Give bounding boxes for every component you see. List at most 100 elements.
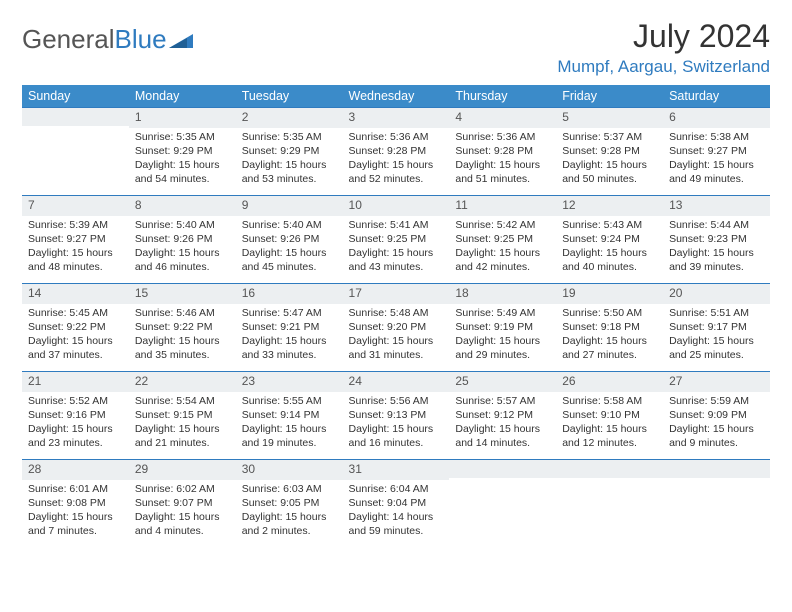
day-number: 20 [663,284,770,304]
title-block: July 2024 Mumpf, Aargau, Switzerland [557,18,770,77]
calendar-day-cell: 24Sunrise: 5:56 AMSunset: 9:13 PMDayligh… [343,372,450,460]
sunset-text: Sunset: 9:27 PM [28,232,123,246]
day-number: 1 [129,108,236,128]
calendar-body: 1Sunrise: 5:35 AMSunset: 9:29 PMDaylight… [22,108,770,548]
sunset-text: Sunset: 9:27 PM [669,144,764,158]
day-number: 23 [236,372,343,392]
sunset-text: Sunset: 9:08 PM [28,496,123,510]
day-number: 5 [556,108,663,128]
calendar-day-cell: 9Sunrise: 5:40 AMSunset: 9:26 PMDaylight… [236,196,343,284]
day-details: Sunrise: 6:01 AMSunset: 9:08 PMDaylight:… [22,480,129,543]
day-details: Sunrise: 5:36 AMSunset: 9:28 PMDaylight:… [449,128,556,191]
day-number: 7 [22,196,129,216]
sunrise-text: Sunrise: 5:35 AM [242,130,337,144]
calendar-day-cell: 27Sunrise: 5:59 AMSunset: 9:09 PMDayligh… [663,372,770,460]
sunset-text: Sunset: 9:28 PM [562,144,657,158]
calendar-day-cell: 15Sunrise: 5:46 AMSunset: 9:22 PMDayligh… [129,284,236,372]
calendar-day-cell: 22Sunrise: 5:54 AMSunset: 9:15 PMDayligh… [129,372,236,460]
daylight-text: Daylight: 15 hours and 52 minutes. [349,158,444,186]
daylight-text: Daylight: 15 hours and 42 minutes. [455,246,550,274]
calendar-week-row: 21Sunrise: 5:52 AMSunset: 9:16 PMDayligh… [22,372,770,460]
calendar-day-cell: 12Sunrise: 5:43 AMSunset: 9:24 PMDayligh… [556,196,663,284]
sunset-text: Sunset: 9:29 PM [242,144,337,158]
daylight-text: Daylight: 15 hours and 7 minutes. [28,510,123,538]
sunset-text: Sunset: 9:29 PM [135,144,230,158]
daylight-text: Daylight: 15 hours and 54 minutes. [135,158,230,186]
weekday-header: Tuesday [236,85,343,108]
daylight-text: Daylight: 15 hours and 48 minutes. [28,246,123,274]
sunrise-text: Sunrise: 6:02 AM [135,482,230,496]
day-number: 9 [236,196,343,216]
sunrise-text: Sunrise: 5:39 AM [28,218,123,232]
daylight-text: Daylight: 15 hours and 25 minutes. [669,334,764,362]
sunrise-text: Sunrise: 5:51 AM [669,306,764,320]
day-details: Sunrise: 5:56 AMSunset: 9:13 PMDaylight:… [343,392,450,455]
sunrise-text: Sunrise: 5:35 AM [135,130,230,144]
calendar-day-cell: 26Sunrise: 5:58 AMSunset: 9:10 PMDayligh… [556,372,663,460]
daylight-text: Daylight: 15 hours and 35 minutes. [135,334,230,362]
sunrise-text: Sunrise: 5:38 AM [669,130,764,144]
calendar-day-cell: 1 Sunrise: 5:35 AMSunset: 9:29 PMDaylight… [129,108,236,196]
daylight-text: Daylight: 15 hours and 14 minutes. [455,422,550,450]
brand-part1: General [22,24,115,55]
calendar-day-cell: 8Sunrise: 5:40 AMSunset: 9:26 PMDaylight… [129,196,236,284]
sunset-text: Sunset: 9:12 PM [455,408,550,422]
day-details: Sunrise: 5:40 AMSunset: 9:26 PMDaylight:… [129,216,236,279]
calendar-day-cell: 25Sunrise: 5:57 AMSunset: 9:12 PMDayligh… [449,372,556,460]
day-details: Sunrise: 5:41 AMSunset: 9:25 PMDaylight:… [343,216,450,279]
sunset-text: Sunset: 9:07 PM [135,496,230,510]
sunset-text: Sunset: 9:21 PM [242,320,337,334]
sunrise-text: Sunrise: 5:42 AM [455,218,550,232]
brand-part2: Blue [115,24,167,55]
day-number: 22 [129,372,236,392]
day-details: Sunrise: 5:55 AMSunset: 9:14 PMDaylight:… [236,392,343,455]
sunrise-text: Sunrise: 5:48 AM [349,306,444,320]
day-details: Sunrise: 5:39 AMSunset: 9:27 PMDaylight:… [22,216,129,279]
day-number: 14 [22,284,129,304]
sunrise-text: Sunrise: 5:55 AM [242,394,337,408]
calendar-day-cell: 28Sunrise: 6:01 AMSunset: 9:08 PMDayligh… [22,460,129,548]
sunset-text: Sunset: 9:13 PM [349,408,444,422]
day-details: Sunrise: 5:49 AMSunset: 9:19 PMDaylight:… [449,304,556,367]
daylight-text: Daylight: 15 hours and 23 minutes. [28,422,123,450]
month-title: July 2024 [557,18,770,55]
daylight-text: Daylight: 15 hours and 50 minutes. [562,158,657,186]
day-number: 8 [129,196,236,216]
day-details: Sunrise: 6:04 AMSunset: 9:04 PMDaylight:… [343,480,450,543]
calendar-day-cell: 19Sunrise: 5:50 AMSunset: 9:18 PMDayligh… [556,284,663,372]
sunrise-text: Sunrise: 5:58 AM [562,394,657,408]
daylight-text: Daylight: 15 hours and 12 minutes. [562,422,657,450]
day-number: 13 [663,196,770,216]
daylight-text: Daylight: 15 hours and 49 minutes. [669,158,764,186]
day-details: Sunrise: 5:54 AMSunset: 9:15 PMDaylight:… [129,392,236,455]
sunset-text: Sunset: 9:22 PM [28,320,123,334]
day-details: Sunrise: 5:40 AMSunset: 9:26 PMDaylight:… [236,216,343,279]
calendar-day-cell: 14Sunrise: 5:45 AMSunset: 9:22 PMDayligh… [22,284,129,372]
day-details: Sunrise: 5:37 AMSunset: 9:28 PMDaylight:… [556,128,663,191]
day-number [556,460,663,478]
daylight-text: Daylight: 15 hours and 16 minutes. [349,422,444,450]
day-number: 16 [236,284,343,304]
daylight-text: Daylight: 15 hours and 29 minutes. [455,334,550,362]
day-details: Sunrise: 6:02 AMSunset: 9:07 PMDaylight:… [129,480,236,543]
sunrise-text: Sunrise: 5:49 AM [455,306,550,320]
day-details: Sunrise: 5:48 AMSunset: 9:20 PMDaylight:… [343,304,450,367]
sunset-text: Sunset: 9:25 PM [455,232,550,246]
calendar-day-cell: 2Sunrise: 5:35 AMSunset: 9:29 PMDaylight… [236,108,343,196]
sunrise-text: Sunrise: 5:59 AM [669,394,764,408]
daylight-text: Daylight: 15 hours and 43 minutes. [349,246,444,274]
day-number: 18 [449,284,556,304]
sunset-text: Sunset: 9:28 PM [349,144,444,158]
day-details: Sunrise: 5:57 AMSunset: 9:12 PMDaylight:… [449,392,556,455]
daylight-text: Daylight: 15 hours and 39 minutes. [669,246,764,274]
brand-logo: GeneralBlue [22,18,195,55]
sunrise-text: Sunrise: 5:37 AM [562,130,657,144]
calendar-day-cell [663,460,770,548]
day-number: 6 [663,108,770,128]
weekday-header: Friday [556,85,663,108]
calendar-week-row: 7Sunrise: 5:39 AMSunset: 9:27 PMDaylight… [22,196,770,284]
sunset-text: Sunset: 9:15 PM [135,408,230,422]
day-details: Sunrise: 5:58 AMSunset: 9:10 PMDaylight:… [556,392,663,455]
day-number: 28 [22,460,129,480]
weekday-header: Sunday [22,85,129,108]
